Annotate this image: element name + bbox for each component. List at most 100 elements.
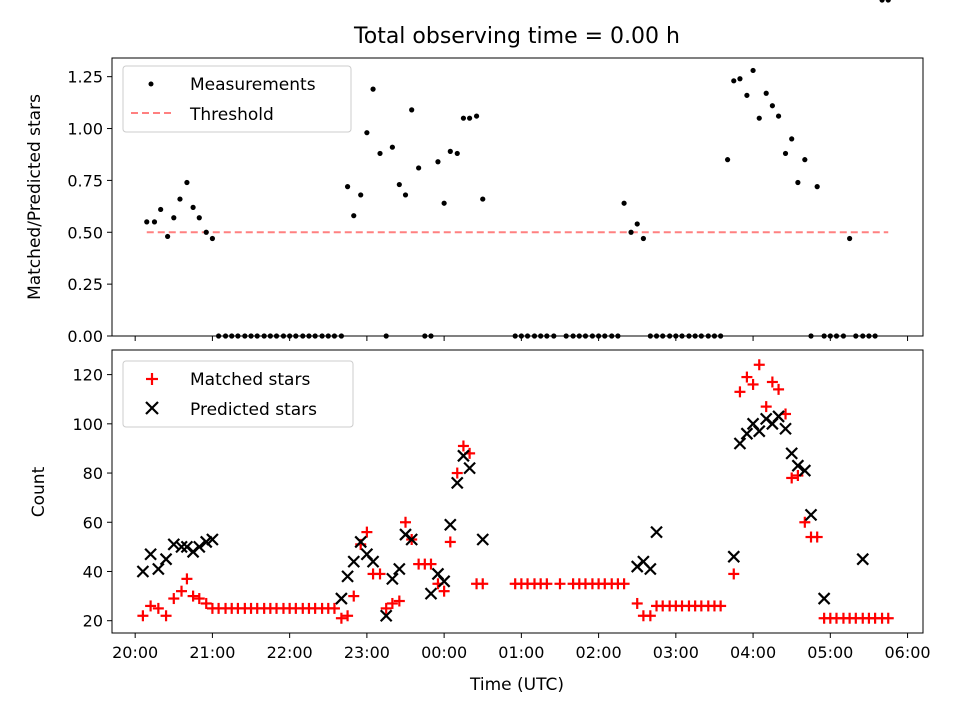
predicted-star-point — [341, 570, 354, 583]
x-tick-label: 01:00 — [498, 643, 544, 662]
measurement-point — [679, 333, 685, 339]
measurement-point — [338, 333, 344, 339]
predicted-star-point — [450, 476, 464, 490]
matched-star-point — [477, 578, 489, 590]
measurement-point — [428, 333, 434, 339]
bottom-y-tick-label: 60 — [83, 513, 103, 532]
matched-star-point — [438, 585, 450, 597]
measurement-point — [402, 192, 409, 198]
top-legend: Measurements Threshold — [122, 65, 352, 133]
predicted-star-point — [791, 459, 805, 472]
matched-star-point — [181, 573, 193, 585]
measurement-point — [351, 213, 357, 219]
measurement-point — [589, 333, 596, 339]
predicted-star-point — [335, 592, 348, 605]
measurement-point — [409, 107, 415, 113]
measurement-point — [596, 333, 602, 339]
matched-star-point — [728, 568, 740, 580]
measurement-point — [325, 333, 331, 339]
predicted-star-point — [405, 533, 418, 546]
matched-star-point — [811, 531, 823, 543]
measurement-point — [885, 0, 891, 3]
matched-star-point — [176, 585, 188, 597]
measurement-point — [879, 0, 885, 3]
legend-measurements-label: Measurements — [190, 75, 316, 95]
predicted-star-point — [379, 609, 393, 623]
matched-star-point — [644, 610, 656, 622]
predicted-star-point — [175, 540, 188, 554]
measurement-point — [653, 333, 660, 339]
matched-star-point — [328, 602, 340, 614]
matched-star-point — [361, 526, 373, 538]
measurement-point — [673, 333, 679, 339]
measurement-point — [647, 333, 653, 339]
matched-star-point — [152, 602, 164, 614]
measurement-point — [692, 333, 698, 339]
top-y-tick-label: 1.00 — [67, 120, 103, 139]
measurement-point — [151, 219, 158, 225]
matched-star-point — [193, 593, 205, 605]
matched-star-point — [160, 610, 172, 622]
measurement-point — [416, 165, 422, 171]
matched-star-point — [425, 558, 437, 570]
matched-star-point — [882, 612, 894, 624]
measurement-point — [280, 333, 287, 339]
measurement-point — [544, 333, 550, 339]
measurement-point — [312, 333, 318, 339]
top-axes: 0.00 0.25 0.50 0.75 1.00 1.25 Matched/Predict… — [25, 0, 924, 346]
predicted-star-point — [727, 550, 741, 563]
measurement-point — [872, 333, 878, 339]
measurement-point — [775, 113, 782, 119]
measurement-point — [789, 136, 795, 142]
x-tick-label: 23:00 — [344, 643, 390, 662]
measurement-point — [144, 219, 150, 225]
top-y-tick-label: 0.75 — [67, 171, 103, 190]
measurement-point — [287, 333, 293, 339]
measurement-point — [615, 333, 621, 339]
measurement-point — [383, 333, 389, 339]
measurement-point — [847, 235, 853, 242]
matched-star-point — [554, 578, 566, 590]
predicted-star-point — [772, 410, 785, 423]
bottom-legend: Matched stars Predicted stars — [122, 360, 354, 428]
measurement-point — [358, 192, 364, 198]
measurement-point — [389, 144, 395, 150]
top-y-axis-label: Matched/Predicted stars — [25, 94, 45, 300]
predicted-star-point — [167, 538, 181, 551]
measurement-point — [229, 333, 235, 339]
predicted-star-point — [424, 587, 438, 600]
measurement-point — [640, 235, 646, 242]
measurement-point — [177, 196, 183, 202]
measurement-point — [744, 92, 750, 98]
measurement-point — [731, 78, 737, 84]
x-tick-label: 03:00 — [653, 643, 699, 662]
measurement-point — [814, 184, 820, 190]
predicted-star-point — [347, 555, 361, 568]
matched-star-point — [168, 593, 180, 605]
matched-star-point — [792, 470, 804, 482]
measurement-point — [370, 86, 376, 92]
measurement-points — [144, 0, 891, 339]
legend-matched-marker — [146, 373, 158, 385]
predicted-star-point — [152, 562, 165, 576]
legend-measurements-marker — [148, 81, 154, 87]
matched-star-point — [715, 600, 727, 612]
measurement-point — [802, 157, 808, 163]
measurement-point — [396, 181, 402, 188]
measurement-point — [756, 115, 762, 121]
predicted-star-point — [650, 525, 663, 539]
measurement-point — [165, 233, 171, 240]
measurement-point — [628, 229, 634, 235]
predicted-star-point — [463, 461, 476, 475]
chart-title: Total observing time = 0.00 h — [353, 24, 680, 49]
measurement-point — [441, 200, 447, 206]
measurement-point — [184, 179, 190, 186]
measurement-point — [524, 333, 531, 339]
measurement-point — [660, 333, 666, 339]
matched-star-point — [386, 597, 398, 609]
matched-star-point — [335, 612, 347, 624]
measurement-point — [235, 333, 241, 339]
measurement-point — [686, 333, 692, 339]
matched-star-point — [773, 383, 785, 395]
measurement-point — [190, 204, 196, 210]
